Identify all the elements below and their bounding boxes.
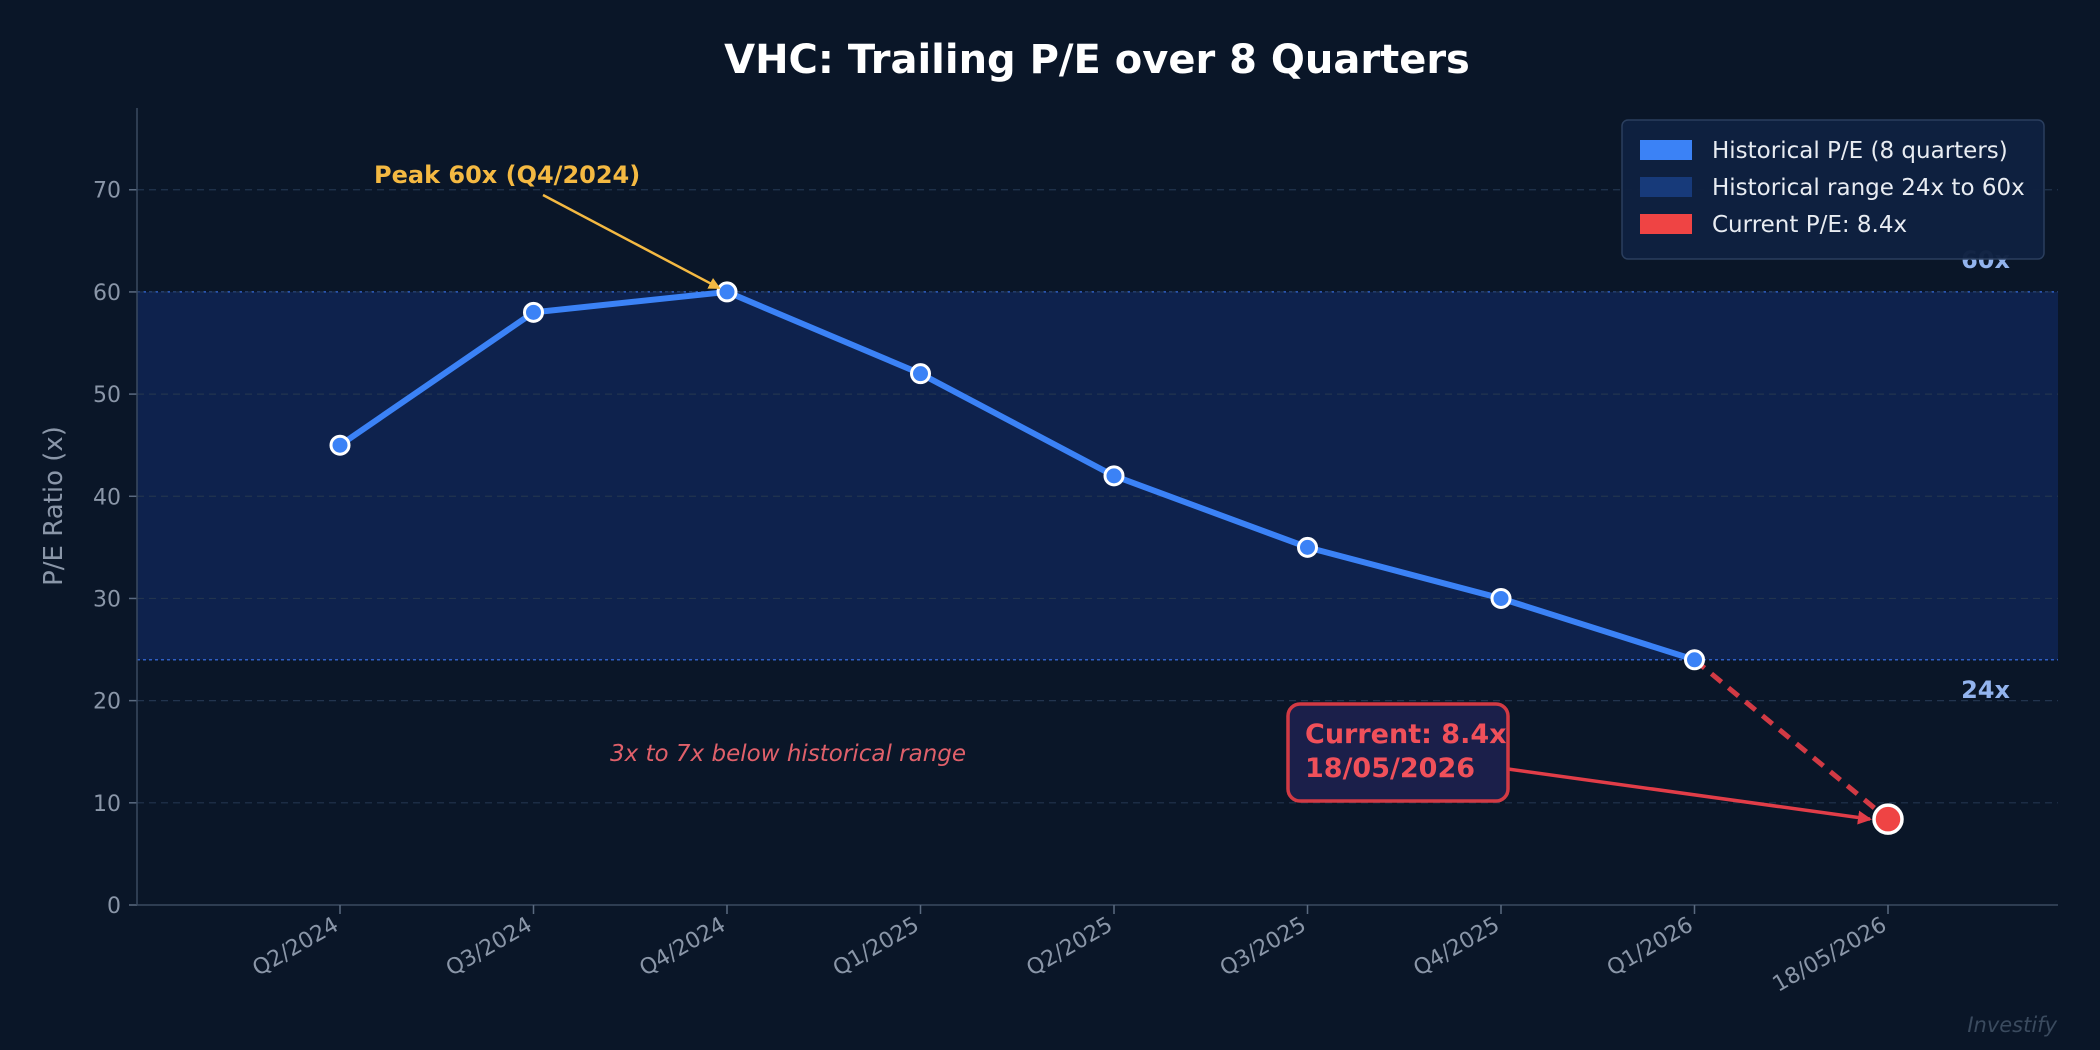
current-callout-date: 18/05/2026 [1305, 753, 1475, 784]
legend-item-historical-range-swatch [1640, 177, 1692, 197]
current-callout-arrow [1507, 767, 1872, 825]
x-tick-label: Q3/2024 [442, 913, 537, 982]
historical-point [1490, 587, 1512, 609]
y-tick-label: 60 [93, 281, 121, 306]
x-tick-label: Q3/2025 [1216, 913, 1311, 982]
y-tick-label: 30 [93, 587, 121, 612]
x-tick-label: Q2/2025 [1022, 913, 1117, 982]
historical-point [716, 281, 738, 303]
current-connector-line [1692, 657, 1890, 822]
legend-item-historical-pe-swatch [1640, 140, 1692, 160]
watermark: Investify [1967, 1013, 2057, 1037]
band-low-label: 24x [1961, 676, 2010, 704]
y-tick-label: 0 [107, 894, 121, 919]
peak-arrow [542, 193, 721, 290]
y-axis-label: P/E Ratio (x) [39, 426, 69, 586]
historical-point [1103, 465, 1125, 487]
y-tick-label: 10 [93, 792, 121, 817]
historical-point [1297, 536, 1318, 558]
legend-item-current-pe: Current P/E: 8.4x [1712, 212, 1907, 238]
x-tick-label: Q4/2024 [635, 913, 730, 982]
legend-item-current-pe-swatch [1640, 214, 1692, 234]
legend-item-historical-range: Historical range 24x to 60x [1712, 175, 2025, 201]
legend-box [1621, 119, 2045, 260]
historical-point [1684, 649, 1705, 671]
below-range-annotation: 3x to 7x below historical range [610, 741, 966, 767]
current-callout-box [1286, 702, 1510, 803]
chart-title: VHC: Trailing P/E over 8 Quarters [724, 37, 1470, 83]
x-tick-label: 18/05/2026 [1769, 913, 1891, 998]
y-tick-label: 70 [93, 179, 121, 204]
current-callout-value: Current: 8.4x [1305, 719, 1507, 750]
historical-range-band [137, 291, 2058, 660]
historical-point [329, 434, 351, 456]
y-tick-label: 20 [93, 690, 121, 715]
peak-annotation: Peak 60x (Q4/2024) [374, 161, 640, 189]
x-tick-label: Q1/2025 [829, 913, 924, 982]
historical-point [523, 301, 544, 323]
historical-point [910, 363, 931, 385]
y-tick-label: 40 [93, 485, 121, 510]
x-tick-label: Q2/2024 [248, 913, 343, 982]
legend-item-historical-pe: Historical P/E (8 quarters) [1712, 138, 2008, 164]
current-point [1872, 803, 1904, 835]
x-tick-label: Q1/2026 [1603, 913, 1698, 982]
historical-pe-line [337, 288, 1698, 663]
x-tick-label: Q4/2025 [1409, 913, 1504, 982]
y-tick-label: 50 [93, 383, 121, 408]
